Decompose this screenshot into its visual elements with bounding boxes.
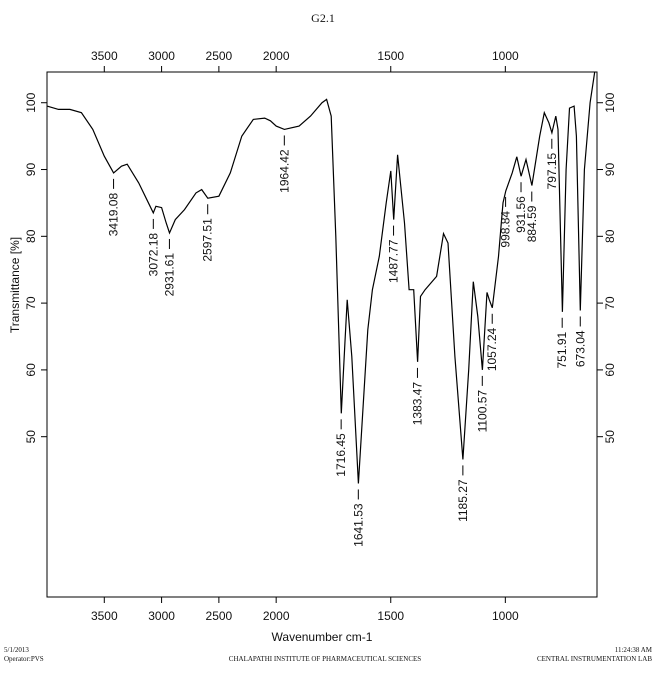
peak-label: 1964.42 <box>277 149 291 193</box>
x-tick-label-top: 1000 <box>492 49 519 63</box>
x-tick-label-top: 2500 <box>206 49 233 63</box>
peak-label: 1185.27 <box>456 479 470 522</box>
y-tick-label: 80 <box>24 229 38 243</box>
peak-label: 3419.08 <box>107 193 121 237</box>
peak-label: 1100.57 <box>475 390 489 433</box>
peak-label: 931.56 <box>514 196 528 233</box>
spectrum-line <box>46 71 596 484</box>
footer-time: 11:24:38 AM <box>615 646 653 654</box>
peak-label: 797.15 <box>545 152 559 189</box>
y-tick-label-right: 80 <box>603 229 617 243</box>
peak-label: 1383.47 <box>410 382 424 426</box>
y-tick-label: 90 <box>24 163 38 177</box>
x-tick-label-top: 2000 <box>263 49 290 63</box>
y-tick-label: 60 <box>24 363 38 377</box>
peak-label: 998.84 <box>499 211 513 248</box>
y-tick-label-right: 90 <box>603 163 617 177</box>
peak-label: 2931.61 <box>162 253 176 297</box>
chart-title: G2.1 <box>311 11 335 25</box>
peak-label: 673.04 <box>573 330 587 367</box>
x-tick-label: 1000 <box>492 609 519 623</box>
y-tick-label-right: 50 <box>603 430 617 444</box>
x-tick-label: 3500 <box>91 609 118 623</box>
y-tick-label-right: 60 <box>603 363 617 377</box>
y-axis-label: Transmittance [%] <box>8 237 22 333</box>
peak-label: 1487.77 <box>387 239 401 283</box>
y-tick-label-right: 100 <box>603 92 617 112</box>
y-tick-label: 100 <box>24 92 38 112</box>
plot-frame <box>46 71 598 598</box>
y-tick-label-right: 70 <box>603 296 617 310</box>
peak-label: 1057.24 <box>485 327 499 371</box>
x-tick-label-top: 1500 <box>377 49 404 63</box>
peak-label: 1641.53 <box>351 503 365 547</box>
peak-label: 2597.51 <box>201 218 215 262</box>
footer-lab: CENTRAL INSTRUMENTATION LAB <box>537 655 652 663</box>
x-tick-label-top: 3500 <box>91 49 118 63</box>
x-tick-label: 3000 <box>148 609 175 623</box>
x-tick-label: 1500 <box>377 609 404 623</box>
x-tick-label: 2500 <box>206 609 233 623</box>
footer-institute: CHALAPATHI INSTITUTE OF PHARMACEUTICAL S… <box>229 655 421 663</box>
footer-operator: Operator:PVS <box>4 655 44 663</box>
x-axis-label: Wavenumber cm-1 <box>272 630 373 644</box>
peak-label: 3072.18 <box>146 233 160 277</box>
y-tick-label: 50 <box>24 430 38 444</box>
peak-label: 751.91 <box>555 331 569 368</box>
footer-date: 5/1/2013 <box>4 646 29 654</box>
peak-label: 884.59 <box>525 205 539 242</box>
x-tick-label: 2000 <box>263 609 290 623</box>
peak-label: 1716.45 <box>334 433 348 477</box>
y-tick-label: 70 <box>24 296 38 310</box>
x-tick-label-top: 3000 <box>148 49 175 63</box>
